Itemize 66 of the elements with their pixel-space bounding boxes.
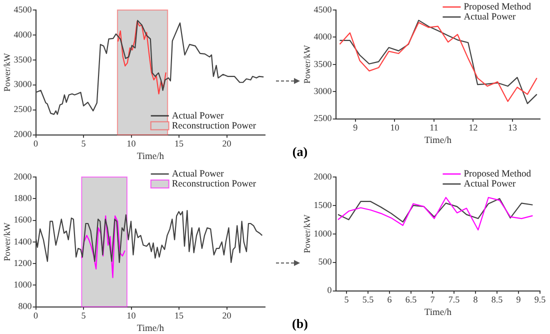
- x-tick-label: 0: [34, 310, 39, 321]
- x-tick-label: 6.5: [405, 294, 418, 305]
- x-tick-label: 5: [81, 310, 86, 321]
- x-tick-label: 15: [174, 310, 184, 321]
- y-tick-label: 3500: [14, 54, 32, 64]
- legend-label: Actual Power: [172, 170, 225, 180]
- y-tick-label: 3000: [314, 86, 332, 96]
- y-tick-label: 1800: [14, 192, 32, 203]
- y-tick-label: 1500: [314, 200, 332, 210]
- x-axis-title: Time/h: [424, 308, 452, 318]
- y-tick-label: 2500: [14, 104, 32, 114]
- y-tick-label: 4500: [14, 4, 32, 14]
- legend-label: Reconstruction Power: [172, 121, 257, 132]
- y-tick-label: 1200: [14, 258, 32, 268]
- legend-label: Actual Power: [464, 12, 517, 22]
- x-tick-label: 10: [390, 122, 400, 133]
- x-tick-label: 20: [222, 138, 232, 149]
- x-tick-label: 5: [344, 294, 350, 305]
- x-axis-title: Time/h: [136, 324, 164, 334]
- x-tick-label: 9: [516, 294, 522, 305]
- y-tick-label: 2000: [14, 171, 32, 182]
- legend-label: Reconstruction Power: [172, 180, 257, 190]
- x-tick-label: 13: [508, 122, 518, 133]
- y-tick-label: 2500: [314, 113, 332, 124]
- text: (a): [292, 144, 308, 160]
- legend-label: Proposed Method: [464, 2, 532, 12]
- x-tick-label: 10: [126, 138, 136, 149]
- legend-label: Actual Power: [172, 111, 225, 122]
- y-axis-title: Power/kW: [302, 44, 312, 84]
- x-axis-title: Time/h: [424, 136, 452, 146]
- y-tick-label: 0: [327, 285, 332, 296]
- y-tick-label: 3000: [14, 79, 32, 90]
- y-tick-label: 3500: [314, 58, 332, 69]
- y-tick-label: 500: [318, 256, 332, 267]
- x-tick-label: 12: [468, 122, 478, 133]
- y-tick-label: 1000: [314, 228, 332, 238]
- y-tick-label: 1600: [14, 214, 32, 225]
- x-tick-label: 0: [34, 138, 39, 149]
- y-tick-label: 800: [18, 301, 32, 312]
- y-axis-title: Power/kW: [2, 52, 12, 92]
- x-tick-label: 9.5: [534, 294, 546, 305]
- x-tick-label: 8: [473, 294, 478, 305]
- y-tick-label: 1000: [14, 280, 32, 290]
- y-tick-label: 2000: [14, 129, 32, 140]
- x-tick-label: 7: [430, 294, 436, 305]
- x-tick-label: 10: [126, 310, 136, 321]
- x-tick-label: 9: [353, 122, 358, 133]
- x-tick-label: 5: [81, 138, 86, 149]
- x-tick-label: 6: [387, 294, 392, 305]
- y-tick-label: 4000: [14, 29, 32, 40]
- x-tick-label: 20: [222, 310, 232, 321]
- y-tick-label: 1400: [14, 236, 32, 246]
- x-tick-label: 7.5: [448, 294, 460, 305]
- y-tick-label: 4500: [314, 4, 332, 14]
- x-tick-label: 8.5: [491, 294, 504, 305]
- x-tick-label: 11: [430, 122, 438, 133]
- x-axis-title: Time/h: [136, 152, 164, 162]
- y-axis-title: Power/kW: [302, 214, 312, 254]
- legend-label: Proposed Method: [464, 170, 532, 180]
- x-tick-label: 5.5: [362, 294, 374, 305]
- y-tick-label: 2000: [314, 171, 332, 182]
- text: (b): [292, 316, 308, 332]
- y-axis-title: Power/kW: [2, 222, 12, 262]
- y-tick-label: 4000: [314, 32, 332, 42]
- x-tick-label: 15: [174, 138, 184, 149]
- legend-label: Actual Power: [464, 180, 517, 190]
